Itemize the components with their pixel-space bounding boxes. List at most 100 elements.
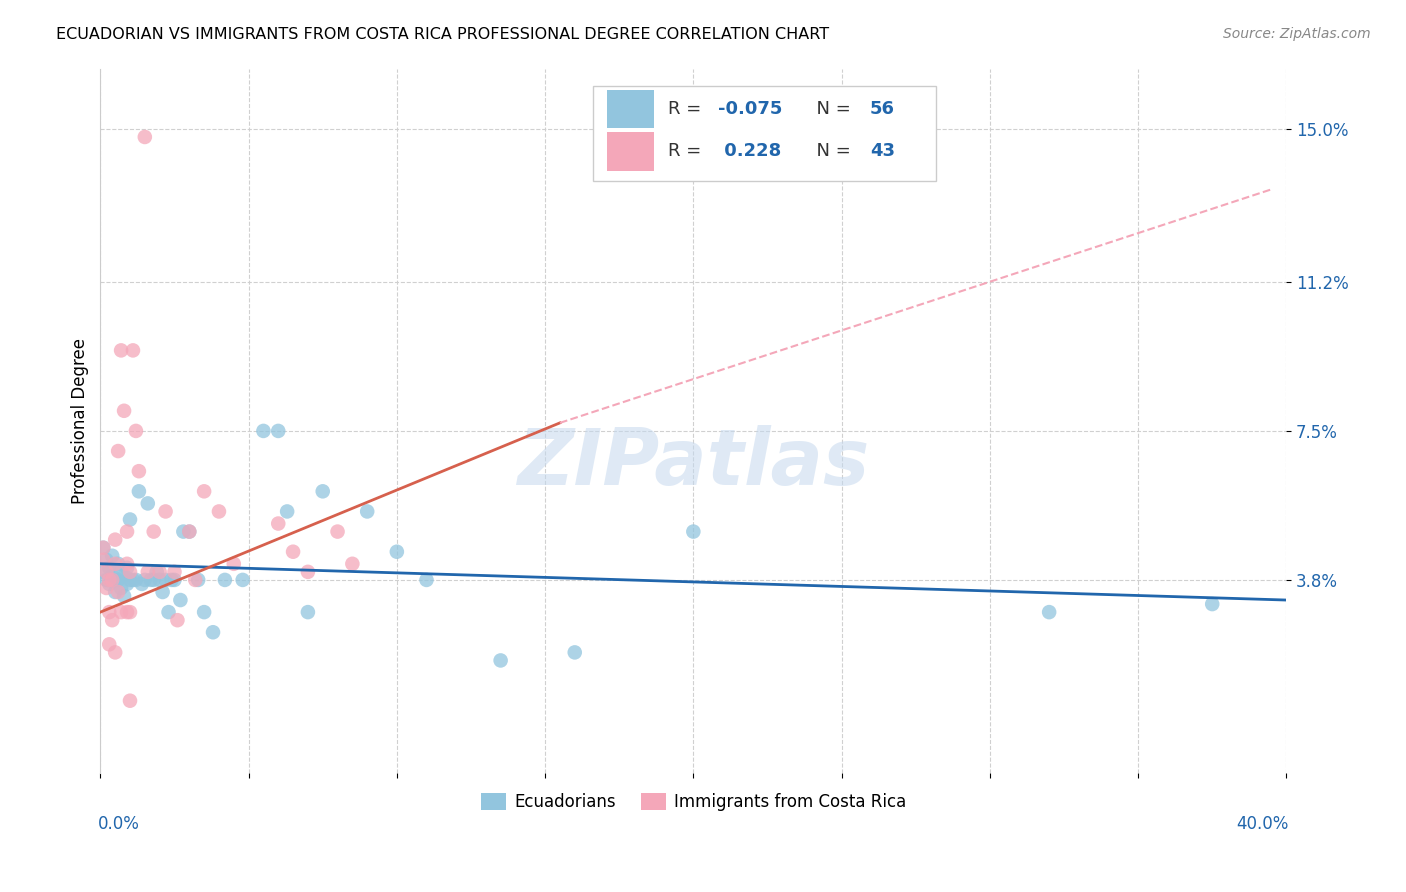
Point <box>128 464 150 478</box>
Point <box>122 573 145 587</box>
Text: 43: 43 <box>870 143 896 161</box>
Point <box>98 561 121 575</box>
Point <box>115 524 138 539</box>
Point <box>276 504 298 518</box>
Point <box>356 504 378 518</box>
Point <box>152 585 174 599</box>
Point <box>157 605 180 619</box>
Point <box>96 565 118 579</box>
Point <box>110 343 132 358</box>
Point <box>155 573 177 587</box>
Point <box>98 577 121 591</box>
Point <box>163 565 186 579</box>
Point <box>96 573 118 587</box>
Point <box>149 573 172 587</box>
Point <box>128 484 150 499</box>
Point <box>142 524 165 539</box>
Point <box>98 573 121 587</box>
Point <box>98 605 121 619</box>
Point <box>125 424 148 438</box>
Point <box>136 565 159 579</box>
Point <box>112 569 135 583</box>
Text: ECUADORIAN VS IMMIGRANTS FROM COSTA RICA PROFESSIONAL DEGREE CORRELATION CHART: ECUADORIAN VS IMMIGRANTS FROM COSTA RICA… <box>56 27 830 42</box>
Text: R =: R = <box>668 143 707 161</box>
Text: Source: ZipAtlas.com: Source: ZipAtlas.com <box>1223 27 1371 41</box>
Text: 56: 56 <box>870 100 896 118</box>
Text: N =: N = <box>804 143 856 161</box>
Point <box>122 343 145 358</box>
Point <box>104 645 127 659</box>
Text: ZIPatlas: ZIPatlas <box>517 425 869 501</box>
Point <box>134 130 156 145</box>
Point <box>118 512 141 526</box>
Point <box>312 484 335 499</box>
Point <box>326 524 349 539</box>
Text: -0.075: -0.075 <box>718 100 783 118</box>
Point <box>214 573 236 587</box>
Point <box>104 573 127 587</box>
Point <box>489 653 512 667</box>
Point <box>252 424 274 438</box>
Text: N =: N = <box>804 100 856 118</box>
Point <box>415 573 437 587</box>
Point <box>101 549 124 563</box>
Point <box>91 541 114 555</box>
Point <box>184 573 207 587</box>
Point <box>136 496 159 510</box>
Point <box>202 625 225 640</box>
Point <box>232 573 254 587</box>
Point <box>96 553 118 567</box>
Point <box>267 516 290 531</box>
Point <box>104 585 127 599</box>
Point <box>193 484 215 499</box>
Point <box>172 524 194 539</box>
Point <box>107 557 129 571</box>
Point <box>139 573 162 587</box>
Point <box>110 605 132 619</box>
Point <box>1038 605 1060 619</box>
Point <box>91 565 114 579</box>
Point <box>682 524 704 539</box>
FancyBboxPatch shape <box>607 90 654 128</box>
Point <box>115 605 138 619</box>
Point <box>118 573 141 587</box>
Point <box>107 444 129 458</box>
Point <box>101 569 124 583</box>
Point <box>385 545 408 559</box>
Point <box>112 589 135 603</box>
Point <box>267 424 290 438</box>
Point <box>118 565 141 579</box>
Point <box>179 524 201 539</box>
Point <box>142 573 165 587</box>
Point <box>155 504 177 518</box>
Point <box>125 573 148 587</box>
Point <box>1201 597 1223 611</box>
FancyBboxPatch shape <box>592 87 936 181</box>
Text: R =: R = <box>668 100 707 118</box>
Point <box>104 533 127 547</box>
Point <box>104 557 127 571</box>
Point <box>564 645 586 659</box>
Point <box>149 565 172 579</box>
Point <box>187 573 209 587</box>
Text: 0.228: 0.228 <box>718 143 782 161</box>
Point <box>107 573 129 587</box>
Point <box>115 557 138 571</box>
Point <box>91 541 114 555</box>
Point <box>118 694 141 708</box>
Text: 40.0%: 40.0% <box>1236 815 1289 833</box>
Point <box>96 581 118 595</box>
Point <box>110 565 132 579</box>
Point <box>98 637 121 651</box>
Point <box>160 573 183 587</box>
Point <box>297 565 319 579</box>
Point <box>208 504 231 518</box>
Point <box>110 581 132 595</box>
Point <box>342 557 364 571</box>
Point <box>166 613 188 627</box>
FancyBboxPatch shape <box>607 132 654 170</box>
Point <box>118 605 141 619</box>
Text: 0.0%: 0.0% <box>98 815 139 833</box>
Point <box>193 605 215 619</box>
Point <box>134 573 156 587</box>
